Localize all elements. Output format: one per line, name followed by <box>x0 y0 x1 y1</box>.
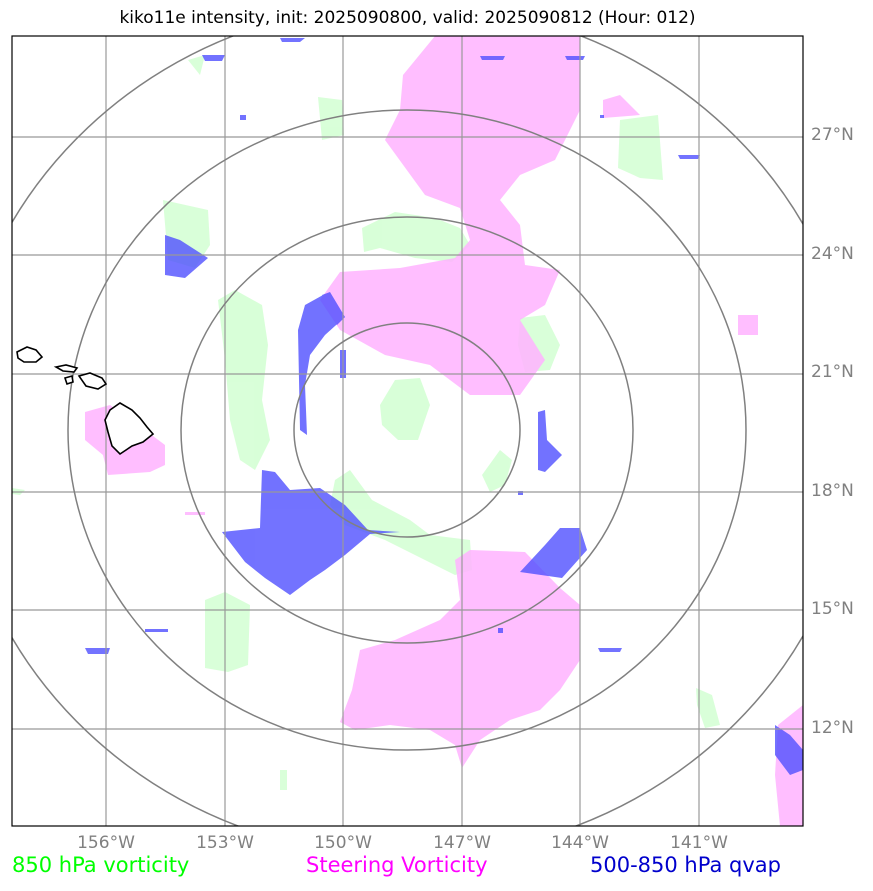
qvap-contour <box>145 629 168 632</box>
lon-label-150w: 150°W <box>314 833 372 853</box>
lat-label-21n: 21°N <box>811 362 854 382</box>
qvap-contour <box>678 155 700 159</box>
qvap-contour <box>480 56 505 60</box>
qvap-contour <box>280 38 305 42</box>
steering-vorticity-layer <box>85 36 803 826</box>
range-rings <box>12 36 803 826</box>
qvap-contour <box>240 115 246 120</box>
legend-850-vorticity: 850 hPa vorticity <box>12 853 190 877</box>
vorticity-contour <box>696 688 720 728</box>
lat-label-24n: 24°N <box>811 244 854 264</box>
qvap-layer <box>85 38 803 775</box>
vorticity-850-layer <box>12 55 720 790</box>
qvap-contour <box>538 410 562 472</box>
vorticity-contour <box>205 592 250 672</box>
island-oahu <box>53 364 79 373</box>
qvap-contour <box>322 292 345 325</box>
lat-label-12n: 12°N <box>811 718 854 738</box>
range-ring <box>180 216 634 644</box>
vorticity-contour <box>280 770 287 790</box>
steering-contour <box>320 36 580 395</box>
steering-contour <box>603 95 640 118</box>
steering-contour <box>340 550 580 768</box>
range-ring <box>67 109 747 751</box>
qvap-contour <box>298 295 345 435</box>
qvap-contour <box>598 648 622 652</box>
lon-label-156w: 156°W <box>77 833 135 853</box>
vorticity-contour <box>188 55 205 75</box>
lat-label-15n: 15°N <box>811 599 854 619</box>
island-kauai <box>16 346 44 363</box>
qvap-contour <box>600 115 604 118</box>
qvap-contour <box>85 648 110 654</box>
qvap-contour <box>498 628 503 633</box>
lat-label-18n: 18°N <box>811 481 854 501</box>
range-ring <box>293 322 521 538</box>
vorticity-contour <box>362 212 470 262</box>
lon-label-144w: 144°W <box>551 833 609 853</box>
qvap-contour <box>565 56 585 60</box>
vorticity-contour <box>482 450 512 492</box>
coastline <box>16 346 155 456</box>
lon-label-153w: 153°W <box>196 833 254 853</box>
qvap-contour <box>520 528 587 578</box>
qvap-contour <box>775 725 803 775</box>
island-molokai <box>77 372 108 390</box>
vorticity-contour <box>218 290 270 470</box>
legend-qvap: 500-850 hPa qvap <box>590 853 781 877</box>
legend-steering-vorticity: Steering Vorticity <box>306 853 488 877</box>
vorticity-contour <box>618 115 663 180</box>
qvap-contour <box>222 470 400 595</box>
vorticity-contour <box>380 378 430 440</box>
lon-label-141w: 141°W <box>670 833 728 853</box>
graticule <box>12 36 803 826</box>
steering-contour <box>185 512 205 515</box>
qvap-contour <box>165 235 208 278</box>
map-frame <box>11 35 804 827</box>
lat-label-27n: 27°N <box>811 125 854 145</box>
island-hawaii <box>104 402 155 456</box>
map-title: kiko11e intensity, init: 2025090800, val… <box>119 8 696 28</box>
qvap-contour <box>202 55 225 61</box>
island-lanai <box>63 374 74 386</box>
vorticity-contour <box>330 470 472 575</box>
lon-label-147w: 147°W <box>433 833 491 853</box>
steering-contour <box>738 315 758 335</box>
